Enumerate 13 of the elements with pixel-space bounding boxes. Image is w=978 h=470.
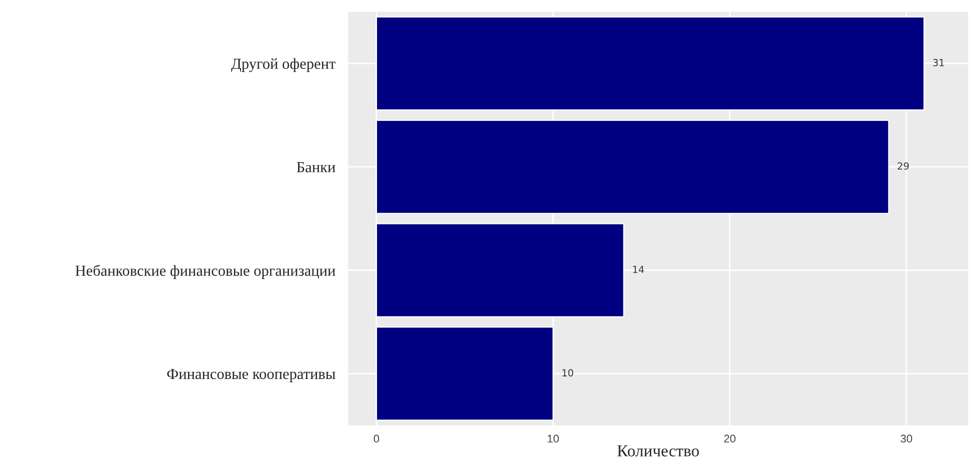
data-label: 14 [633, 266, 644, 273]
x-tick-label: 10 [548, 434, 559, 443]
x-tick-label: 0 [374, 434, 380, 443]
y-tick-label: Небанковские финансовые организации [75, 264, 336, 279]
data-label: 29 [898, 162, 909, 170]
x-tick-label: 30 [900, 434, 912, 443]
data-label: 10 [562, 369, 574, 376]
y-tick-label: Другой оферент [231, 58, 336, 72]
y-tick-label: Финансовые кооперативы [167, 368, 336, 382]
data-label: 31 [933, 58, 944, 66]
y-tick-label: Банки [296, 162, 336, 172]
x-tick-label: 20 [724, 434, 736, 443]
x-axis-title: Количество [617, 445, 699, 456]
